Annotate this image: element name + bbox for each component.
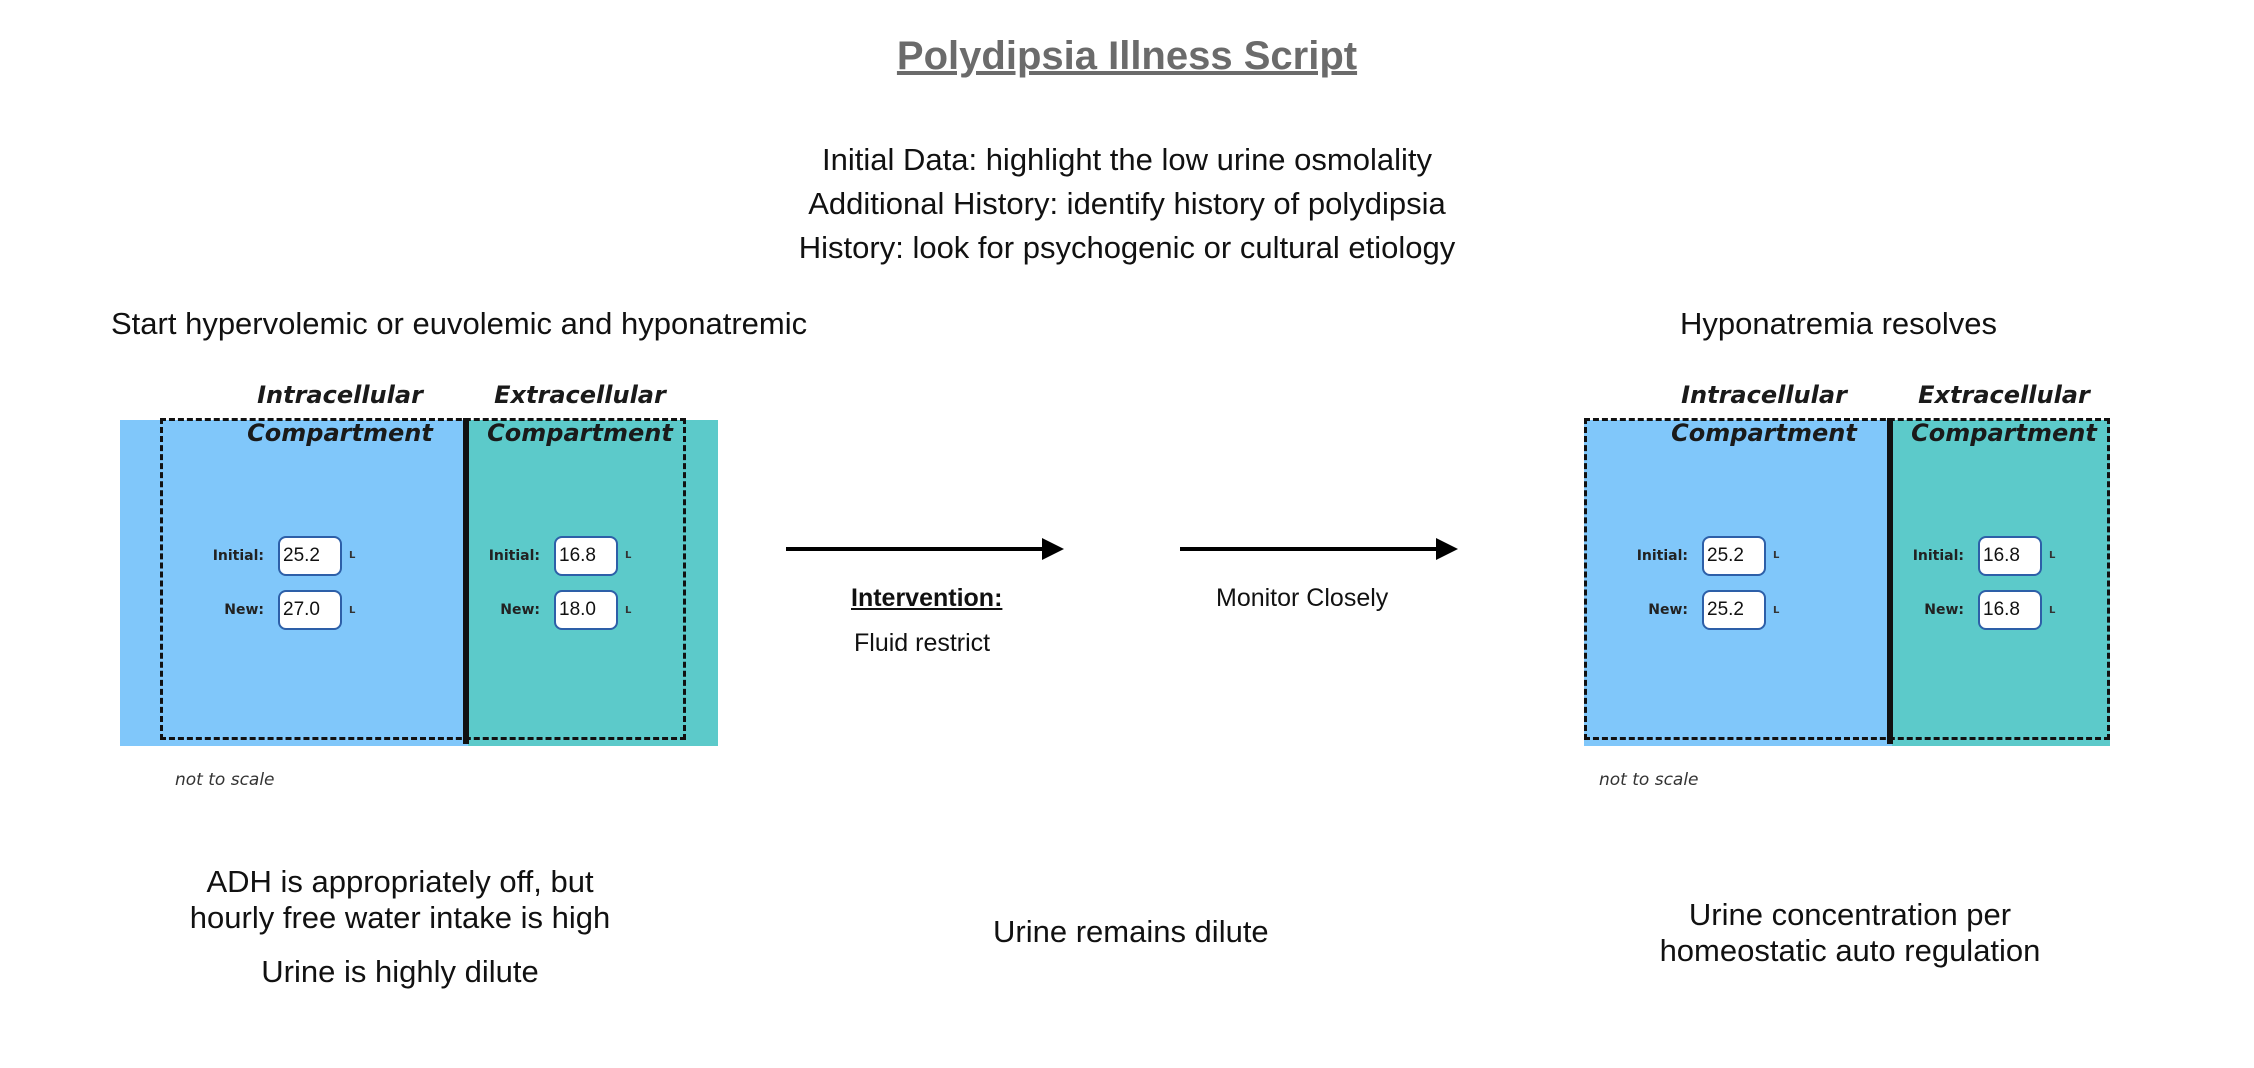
ic-initial-field[interactable]: 25.2	[1702, 536, 1766, 576]
note-initial-data: Initial Data: highlight the low urine os…	[822, 142, 1432, 177]
arrow-right-icon	[1436, 538, 1458, 560]
arrow-intervention-line	[786, 547, 1044, 551]
ec-new-label: New:	[1924, 602, 1964, 618]
extracellular-label-top: Extracellular	[494, 381, 666, 409]
ic-new-unit: L	[349, 605, 356, 616]
ic-initial-label: Initial:	[1636, 548, 1688, 564]
ec-new-label: New:	[500, 602, 540, 618]
compartment-divider	[1887, 418, 1893, 744]
left-caption-line2: hourly free water intake is high	[189, 900, 611, 935]
arrow-right-icon	[1042, 538, 1064, 560]
left-caption-line1: ADH is appropriately off, but	[206, 864, 594, 899]
ic-initial-unit: L	[349, 550, 356, 561]
middle-caption: Urine remains dilute	[993, 914, 1269, 949]
dashed-boundary	[1584, 418, 2110, 740]
notes-list: Initial Data: highlight the low urine os…	[0, 138, 2254, 270]
left-caption-line3: Urine is highly dilute	[261, 954, 539, 989]
intracellular-label-bottom: Compartment	[1671, 419, 1857, 447]
ec-new-field[interactable]: 16.8	[1978, 590, 2042, 630]
ec-new-field[interactable]: 18.0	[554, 590, 618, 630]
intracellular-compartment	[1584, 420, 1892, 746]
ec-new-unit: L	[625, 605, 632, 616]
note-history: History: look for psychogenic or cultura…	[798, 230, 1456, 265]
extracellular-compartment	[1892, 420, 2110, 746]
monitor-text: Monitor Closely	[1216, 584, 1389, 612]
extracellular-label-top: Extracellular	[1918, 381, 2090, 409]
ic-initial-field[interactable]: 25.2	[278, 536, 342, 576]
right-heading: Hyponatremia resolves	[1680, 306, 1998, 341]
right-caption: Urine concentration per homeostatic auto…	[1600, 897, 2100, 969]
arrow-monitor-line	[1180, 547, 1438, 551]
dashed-boundary	[160, 418, 686, 740]
intracellular-label: Intracellular Compartment	[240, 376, 440, 452]
extracellular-label-bottom: Compartment	[487, 419, 673, 447]
page-title: Polydipsia Illness Script	[896, 34, 1358, 78]
extracellular-label-bottom: Compartment	[1911, 419, 2097, 447]
intracellular-compartment	[120, 420, 468, 746]
right-compartment-diagram: Intracellular Compartment Extracellular …	[1544, 381, 2142, 790]
ic-initial-label: Initial:	[212, 548, 264, 564]
scale-note: not to scale	[1599, 770, 1699, 790]
ic-new-unit: L	[1773, 605, 1780, 616]
left-caption: ADH is appropriately off, but hourly fre…	[150, 864, 650, 990]
intervention-label: Intervention:	[851, 584, 1003, 612]
ec-new-unit: L	[2049, 605, 2056, 616]
ec-initial-unit: L	[625, 550, 632, 561]
intracellular-label-top: Intracellular	[257, 381, 423, 409]
note-additional-history: Additional History: identify history of …	[808, 186, 1446, 221]
right-caption-line2: homeostatic auto regulation	[1659, 933, 2041, 968]
ec-initial-label: Initial:	[488, 548, 540, 564]
compartment-divider	[463, 418, 469, 744]
ic-new-field[interactable]: 25.2	[1702, 590, 1766, 630]
right-caption-line1: Urine concentration per	[1688, 897, 2012, 932]
ic-initial-unit: L	[1773, 550, 1780, 561]
ec-initial-unit: L	[2049, 550, 2056, 561]
left-heading: Start hypervolemic or euvolemic and hypo…	[111, 306, 808, 341]
ic-new-label: New:	[224, 602, 264, 618]
left-compartment-diagram: Intracellular Compartment Extracellular …	[120, 381, 718, 790]
intracellular-label-top: Intracellular	[1681, 381, 1847, 409]
intracellular-label: Intracellular Compartment	[1664, 376, 1864, 452]
extracellular-compartment	[468, 420, 718, 746]
ec-initial-field[interactable]: 16.8	[1978, 536, 2042, 576]
ic-new-label: New:	[1648, 602, 1688, 618]
intracellular-label-bottom: Compartment	[247, 419, 433, 447]
extracellular-label: Extracellular Compartment	[480, 376, 680, 452]
ec-initial-field[interactable]: 16.8	[554, 536, 618, 576]
intervention-text: Fluid restrict	[854, 629, 991, 657]
ic-new-field[interactable]: 27.0	[278, 590, 342, 630]
extracellular-label: Extracellular Compartment	[1904, 376, 2104, 452]
scale-note: not to scale	[175, 770, 275, 790]
ec-initial-label: Initial:	[1912, 548, 1964, 564]
